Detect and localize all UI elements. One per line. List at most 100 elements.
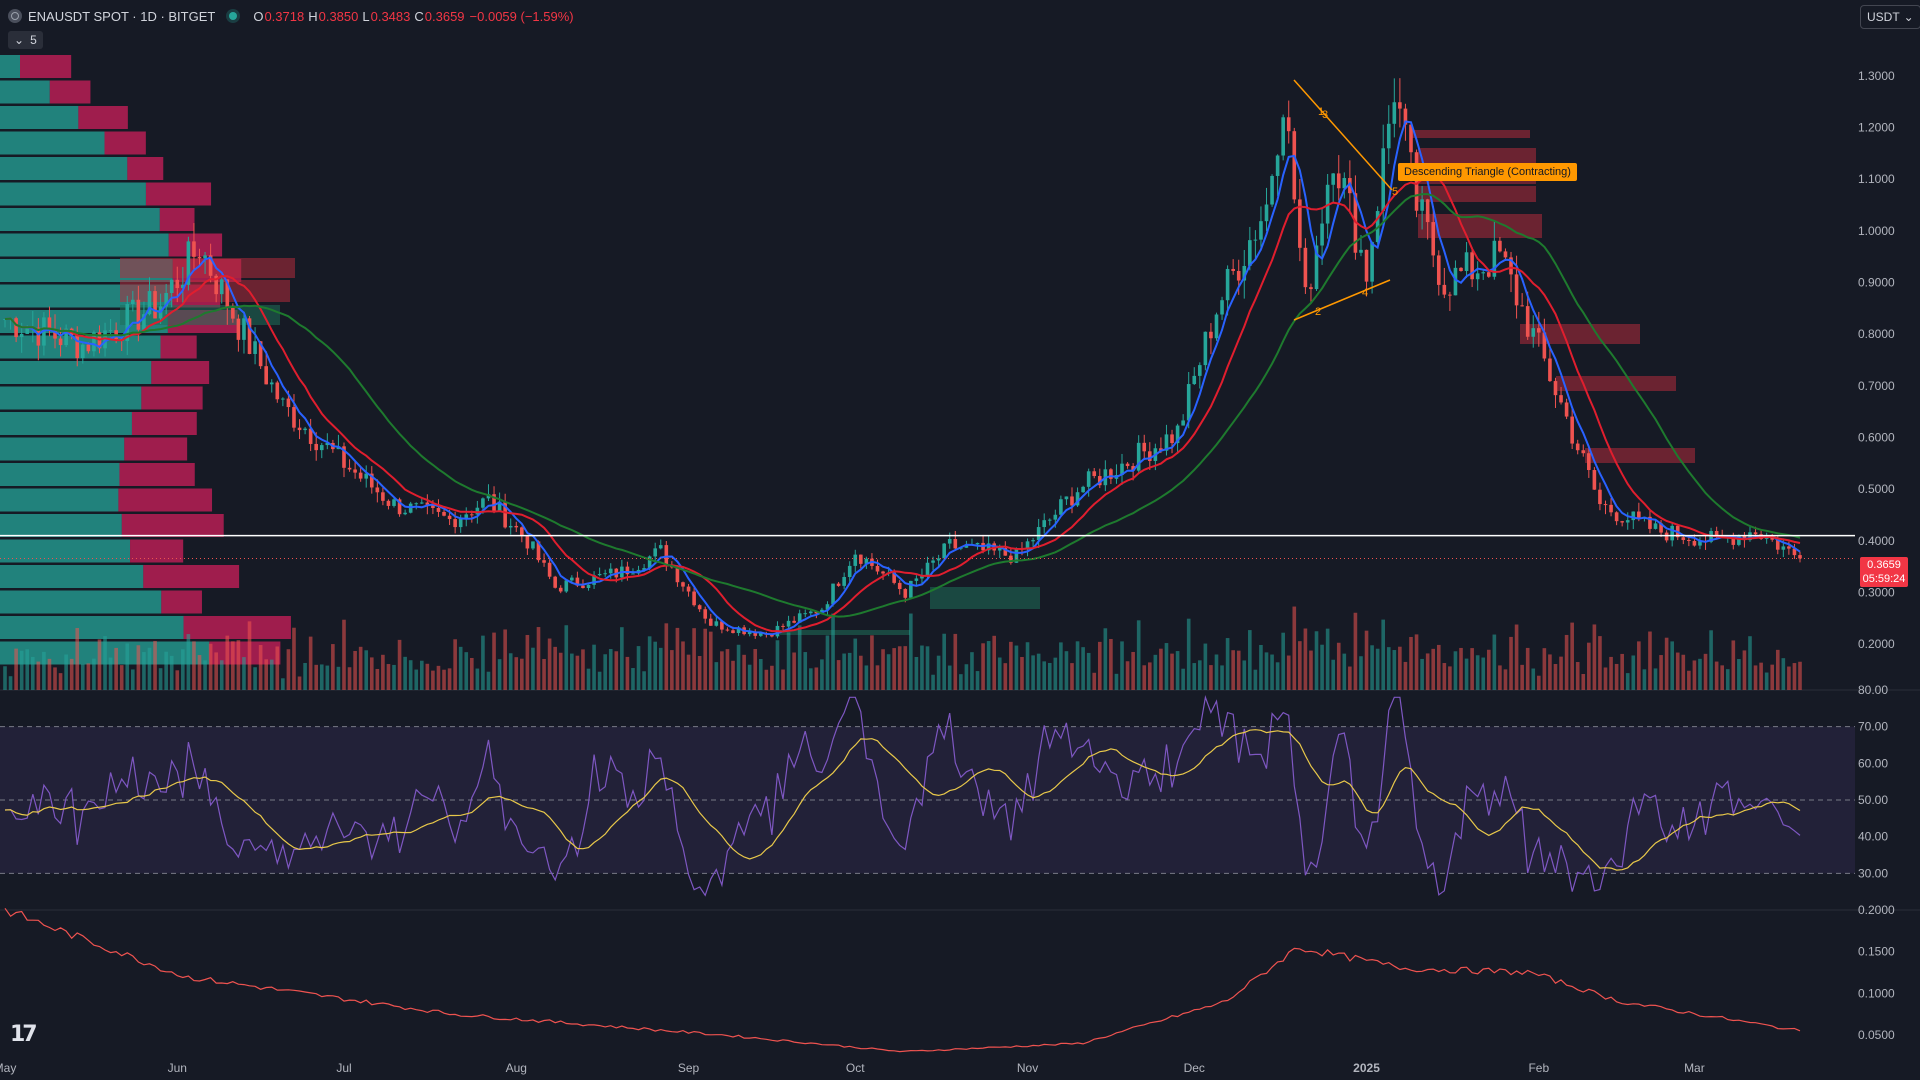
volume-bar bbox=[770, 665, 774, 690]
candle-body bbox=[1009, 555, 1013, 563]
candle-body bbox=[203, 255, 207, 259]
candle-body bbox=[1742, 535, 1747, 541]
candle-body bbox=[797, 613, 802, 623]
volume-bar bbox=[697, 655, 702, 690]
candle-body bbox=[542, 560, 546, 563]
volume-bar bbox=[436, 665, 441, 690]
volume-bar bbox=[1659, 655, 1663, 690]
volume-bar bbox=[142, 652, 146, 690]
candle-body bbox=[214, 275, 218, 295]
bar-countdown: 05:59:24 bbox=[1862, 573, 1906, 585]
volume-bar bbox=[1759, 662, 1763, 690]
currency-select[interactable]: USDT ⌄ bbox=[1860, 5, 1920, 29]
volume-bar bbox=[1309, 650, 1313, 690]
candle-body bbox=[664, 545, 669, 566]
chevron-down-icon: ⌄ bbox=[14, 33, 25, 47]
candle-body bbox=[803, 613, 808, 615]
volume-bar bbox=[1270, 654, 1274, 690]
candle-body bbox=[1142, 442, 1147, 452]
volume-bar bbox=[670, 650, 674, 690]
volume-bar bbox=[614, 651, 619, 690]
candle-body bbox=[1331, 173, 1335, 185]
volume-bar bbox=[1181, 668, 1185, 690]
volume-bar bbox=[470, 657, 474, 690]
candle-body bbox=[814, 611, 819, 614]
candle-body bbox=[714, 621, 719, 626]
volume-bar bbox=[464, 652, 469, 690]
volume-bar bbox=[953, 633, 958, 690]
volume-bar bbox=[1370, 645, 1374, 690]
pattern-label[interactable]: Descending Triangle (Contracting) bbox=[1398, 163, 1577, 181]
volume-bar bbox=[186, 634, 191, 690]
volume-bar bbox=[1092, 672, 1097, 690]
candle-body bbox=[1042, 520, 1047, 528]
volume-bar bbox=[481, 635, 485, 690]
volume-bar bbox=[909, 613, 913, 690]
volume-bar bbox=[1475, 655, 1480, 690]
volume-bar bbox=[225, 635, 230, 690]
candle-body bbox=[1775, 539, 1780, 550]
volume-bar bbox=[681, 641, 685, 690]
volume-bar bbox=[1798, 661, 1802, 690]
volume-bar bbox=[1064, 651, 1069, 690]
volume-bar bbox=[931, 674, 935, 690]
candle-body bbox=[464, 514, 469, 518]
volume-bar bbox=[1303, 628, 1308, 690]
price-tick-label: 0.4000 bbox=[1858, 534, 1895, 548]
volume-bar bbox=[959, 674, 963, 690]
volume-bar bbox=[1198, 660, 1202, 690]
volume-bar bbox=[358, 646, 363, 690]
candle-body bbox=[303, 428, 307, 431]
candle-body bbox=[253, 341, 257, 354]
volume-bar bbox=[192, 641, 196, 690]
candle-body bbox=[531, 541, 535, 549]
profile-bar-down bbox=[20, 55, 72, 78]
candle-body bbox=[1575, 443, 1580, 451]
candle-body bbox=[1303, 247, 1308, 288]
price-tick-label: 0.2000 bbox=[1858, 637, 1895, 651]
tradingview-logo-icon[interactable]: 17 bbox=[10, 1022, 38, 1047]
candle-body bbox=[1248, 240, 1252, 266]
profile-bar-down bbox=[127, 157, 164, 180]
candle-body bbox=[736, 627, 741, 634]
symbol-title[interactable]: ENAUSDT SPOT · 1D · BITGET bbox=[28, 8, 216, 24]
wave-label: 5 bbox=[1392, 186, 1398, 198]
volume-bar bbox=[1548, 654, 1552, 690]
candle-body bbox=[836, 583, 841, 586]
volume-bar bbox=[1459, 647, 1463, 690]
indicator-count: 5 bbox=[30, 33, 37, 47]
volume-bar bbox=[842, 653, 846, 690]
volume-bar bbox=[714, 662, 719, 690]
candle-body bbox=[1147, 451, 1152, 461]
volume-bar bbox=[1714, 661, 1719, 690]
volume-bar bbox=[1409, 636, 1413, 690]
candle-body bbox=[436, 507, 441, 512]
indicators-toggle-button[interactable]: ⌄ 5 bbox=[8, 31, 43, 49]
volume-bar bbox=[1670, 641, 1674, 690]
volume-bar bbox=[1036, 653, 1041, 690]
volume-bar bbox=[1575, 662, 1580, 690]
volatility-pane: 0.2000 0.1500 0.1000 0.0500 bbox=[4, 903, 1895, 1053]
candle-body bbox=[608, 568, 613, 574]
volatility-line bbox=[4, 907, 1801, 1053]
volume-bar bbox=[1236, 650, 1241, 690]
candle-body bbox=[853, 554, 858, 566]
candle-body bbox=[1581, 450, 1586, 454]
candle-body bbox=[381, 492, 385, 501]
volume-bar bbox=[1331, 659, 1335, 690]
volume-bar bbox=[675, 627, 680, 690]
volume-bar bbox=[164, 651, 168, 690]
candle-body bbox=[80, 344, 85, 359]
volume-bar bbox=[114, 647, 118, 690]
volume-bar bbox=[1764, 672, 1769, 690]
candle-body bbox=[36, 327, 41, 346]
rsi-tick-label: 80.00 bbox=[1858, 683, 1888, 697]
volume-bar bbox=[1336, 642, 1341, 690]
volume-bar bbox=[414, 669, 419, 690]
volume-bar bbox=[553, 646, 557, 690]
volume-bar bbox=[1203, 643, 1208, 690]
rsi-tick-label: 70.00 bbox=[1858, 720, 1888, 734]
profile-bar-up bbox=[0, 463, 120, 486]
volume-bar bbox=[647, 636, 652, 690]
